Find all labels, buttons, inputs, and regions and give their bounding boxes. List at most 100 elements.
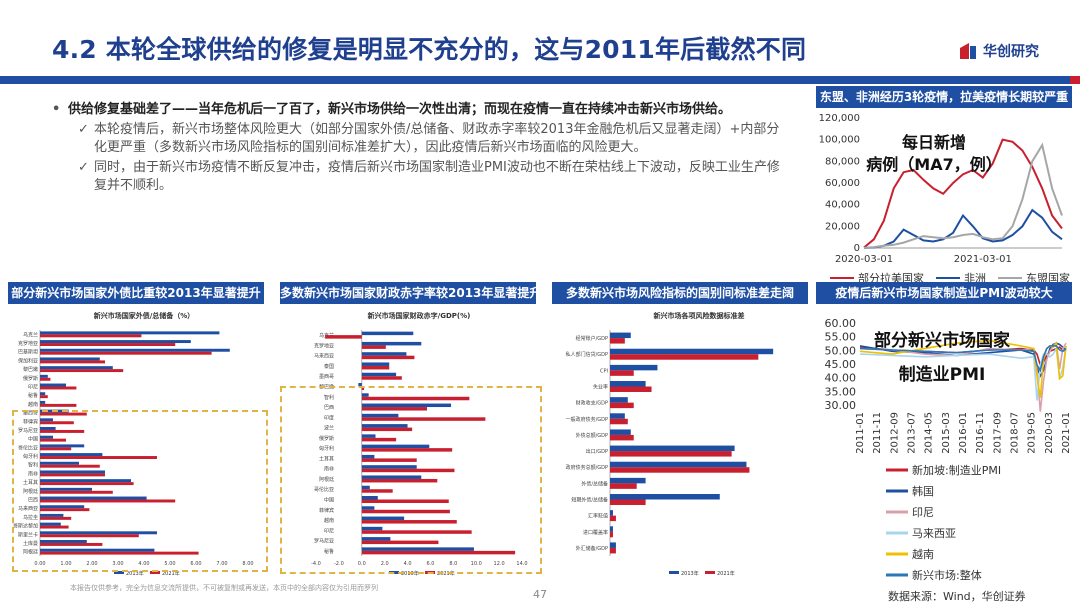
y-tick-label: 20,000 <box>825 221 860 232</box>
category-label: 中国 <box>28 436 38 443</box>
category-label: 智利 <box>28 462 38 469</box>
y-tick-label: 45.00 <box>825 358 857 371</box>
category-label: 匈牙利 <box>319 445 334 452</box>
bar-2021 <box>361 530 472 534</box>
x-tick-label: 8.0 <box>449 561 457 567</box>
category-label: 进口覆盖率 <box>583 529 608 536</box>
bar-2013 <box>40 505 85 509</box>
bar-2021 <box>610 386 652 392</box>
category-label: 墨西哥 <box>319 374 334 380</box>
bar-2021 <box>40 386 77 390</box>
x-tick-label: 2011-11 <box>872 412 883 454</box>
category-label: 智利 <box>324 394 334 401</box>
x-tick-label: 5.00 <box>164 561 175 567</box>
bar-2021 <box>40 534 139 538</box>
bar-2013 <box>40 348 230 352</box>
category-label: 阿根廷 <box>23 488 38 495</box>
stdev-panel: 多数新兴市场风险指标的国别间标准差走阔 <box>552 282 808 304</box>
legend-label-3: 马来西亚 <box>912 527 956 540</box>
data-source: 数据来源：Wind，华创证券 <box>888 590 1026 603</box>
bar-2013 <box>40 444 85 448</box>
category-label: 乌拉圭 <box>23 514 38 521</box>
covid-panel: 东盟、非洲经历3轮疫情，拉美疫情长期较严重 0 20,000 40,000 60,00… <box>816 86 1072 288</box>
category-label: 哥伦比亚 <box>18 444 38 451</box>
x-tick-label: 1.00 <box>60 561 71 567</box>
bar-2013 <box>40 496 147 500</box>
bar-2013 <box>610 429 631 435</box>
bar-2021 <box>40 542 103 546</box>
bar-2021 <box>610 402 634 409</box>
series-line-2 <box>863 142 1063 249</box>
y-tick-label: 55.00 <box>825 331 857 344</box>
category-label: 土库曼 <box>23 540 38 547</box>
bar-2013 <box>40 470 105 474</box>
bar-2013 <box>40 357 100 361</box>
category-label: 秘鲁 <box>324 548 334 555</box>
y-tick-label: 60,000 <box>825 178 860 189</box>
x-tick-label: 6.0 <box>426 561 434 567</box>
bar-2013 <box>610 510 613 516</box>
bar-2021 <box>361 448 453 452</box>
x-tick-label: 2018-07 <box>1010 412 1021 454</box>
x-tick-label: 2011-01 <box>855 412 866 454</box>
legend-label-4: 越南 <box>912 547 934 561</box>
x-tick-label: 0.0 <box>358 561 366 567</box>
bar-2013 <box>40 366 113 370</box>
chart-annotation-line2: 病例（MA7，例） <box>866 155 1001 174</box>
bar-2013 <box>40 540 87 543</box>
y-tick-label: 30.00 <box>825 399 857 412</box>
x-tick-label: 2021-03-01 <box>954 254 1012 265</box>
category-label: 南非 <box>324 466 334 473</box>
category-label: 阿根廷 <box>23 549 38 556</box>
bar-2021 <box>361 540 439 545</box>
bullet-main: 供给修复基础差了——当年危机后一了百了，新兴市场供给一次性出清；而现在疫情一直在… <box>52 101 792 119</box>
x-tick-label: 7.00 <box>216 561 227 567</box>
category-label: 阿根廷 <box>319 476 334 483</box>
series-line-4 <box>859 339 1067 398</box>
bar-2013 <box>610 397 628 403</box>
category-label: 越南 <box>28 401 38 408</box>
bar-2013 <box>358 383 362 387</box>
bar-2013 <box>361 454 375 459</box>
x-tick-label: 4.0 <box>404 561 412 567</box>
category-label: 经常账户/GDP <box>576 335 608 342</box>
category-label: 一般政府债务/GDP <box>566 416 608 423</box>
category-label: 马来西亚 <box>314 353 334 360</box>
bar-2013 <box>610 413 625 419</box>
stdev-panel-title: 多数新兴市场风险指标的国别间标准差走阔 <box>552 282 808 304</box>
bar-2021 <box>610 531 613 538</box>
bar-2021 <box>40 508 90 512</box>
bar-2013 <box>610 332 631 339</box>
legend-swatch-1 <box>150 571 160 574</box>
legend-swatch-0 <box>669 571 679 574</box>
series-line-1 <box>863 208 1063 249</box>
slide-title: 4.2 本轮全球供给的修复是明显不充分的，这与2011年后截然不同 <box>52 35 807 64</box>
x-tick-label: 2017-09 <box>992 412 1003 454</box>
bar-2013 <box>40 487 92 491</box>
bar-2013 <box>40 453 103 457</box>
bar-2021 <box>610 451 732 457</box>
bar-2013 <box>40 548 155 552</box>
category-label: 外债总额/GDP <box>576 432 608 439</box>
y-tick-label: 40.00 <box>825 372 857 385</box>
bar-2013 <box>610 381 646 387</box>
bar-2021 <box>361 407 428 411</box>
bar-2013 <box>40 479 131 483</box>
x-tick-label: 2015-03 <box>941 412 952 454</box>
logo-text: 华创研究 <box>983 44 1039 60</box>
pmi-panel-title: 疫情后新兴市场国家制造业PMI波动较大 <box>816 282 1072 304</box>
bar-2013 <box>361 362 390 366</box>
category-label: 罗马尼亚 <box>314 538 334 545</box>
y-tick-label: 50.00 <box>825 344 857 357</box>
bar-2021 <box>610 434 634 441</box>
bar-2013 <box>361 331 414 336</box>
category-label: 波兰 <box>324 425 334 432</box>
bar-2013 <box>361 547 474 551</box>
bar-2013 <box>40 513 64 517</box>
chart-annotation-line2: 制造业PMI <box>899 364 986 385</box>
category-label: 巴基斯坦 <box>18 349 38 356</box>
category-label: 俄罗斯 <box>319 435 334 442</box>
category-label: 中国 <box>324 497 334 504</box>
chart-subtitle: 新兴市场各项风险数据标准差 <box>654 311 745 320</box>
deficit-panel: 多数新兴市场国家财政赤字率较2013年显著提升 <box>280 282 536 304</box>
